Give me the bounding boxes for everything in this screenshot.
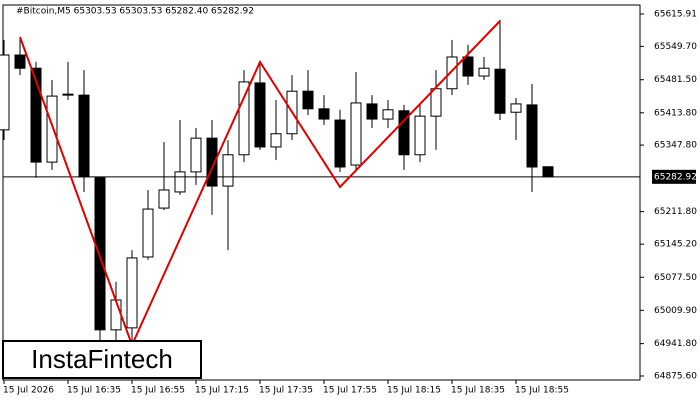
y-tick-label: 64875.60 [654,371,697,381]
y-tick-label: 64941.80 [654,339,697,349]
y-tick-label: 65009.90 [654,306,697,316]
y-tick-label: 65549.70 [654,42,697,52]
y-tick-label: 65211.80 [654,207,697,217]
candle-body [254,82,266,148]
candle-body [174,171,186,193]
candle-body [366,103,378,120]
candle-body [62,93,74,96]
candle-body [494,68,506,114]
current-price-box [652,169,696,184]
candle-body [14,54,26,69]
x-tick-label: 15 Jul 18:15 [387,386,441,396]
pattern-line [19,20,501,348]
candle-body [46,95,58,163]
x-tick-label: 15 Jul 16:55 [131,386,185,396]
candle-body [270,133,282,148]
x-tick-label: 15 Jul 17:35 [259,386,313,396]
candle-body [334,119,346,168]
candle-body [318,108,330,120]
x-tick-label: 15 Jul 18:55 [515,386,569,396]
logo: InstaFintech [31,344,173,374]
y-tick-label: 65615.91 [654,9,697,19]
y-tick-label: 65145.20 [654,240,697,250]
y-tick-label: 65347.80 [654,141,697,151]
candle-body [142,208,154,258]
x-tick-label: 15 Jul 16:35 [67,386,121,396]
candle-body [414,115,426,156]
current-price-label: 65282.92 [654,172,697,182]
x-tick-label: 15 Jul 2026 [3,386,54,396]
x-tick-label: 15 Jul 17:15 [195,386,249,396]
candle-body [542,166,554,178]
candle-body [78,94,90,178]
candle-body [158,189,170,209]
candle-body [190,137,202,173]
candle-body [510,103,522,113]
plot-frame [2,4,641,381]
candle-body [110,299,122,331]
candle-body [222,154,234,187]
candle-body [238,81,250,156]
logo-box [2,340,202,379]
y-tick-label: 65413.80 [654,108,697,118]
candle-body [94,177,106,331]
candle-body [446,56,458,90]
y-tick-label: 65481.50 [654,75,697,85]
candle-body [206,137,218,187]
candle-body [462,56,474,77]
x-tick-label: 15 Jul 17:55 [323,386,377,396]
candle-body [302,90,314,110]
candle-body [350,102,362,166]
x-tick-label: 15 Jul 18:35 [451,386,505,396]
candle-body [478,67,490,77]
y-tick-label: 65077.50 [654,273,697,283]
candle-body [526,104,538,168]
candle-body [0,54,10,131]
chart-title: #Bitcoin,M5 65303.53 65303.53 65282.40 6… [16,7,254,17]
candle-body [382,109,394,120]
candle-body [430,88,442,117]
candle-body [398,110,410,156]
candle-body [30,67,42,163]
candle-body [126,257,138,329]
